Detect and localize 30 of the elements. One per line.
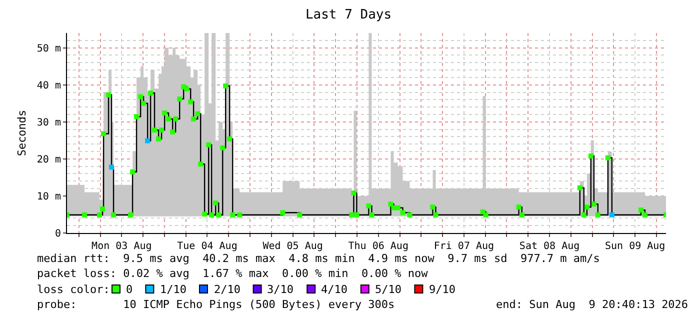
y-tick-label: 0 xyxy=(54,228,61,240)
y-tick-label: 10 m xyxy=(36,191,61,202)
legend-label: 9/10 xyxy=(429,283,456,296)
x-tick-label: Mon 03 Aug xyxy=(92,241,152,252)
text: packet loss: 0.02 % avg 1.67 % max 0.00 % min 0.00 % now xyxy=(37,267,428,280)
text: median rtt: 9.5 ms avg 40.2 ms max 4.8 ms min 4.9 ms now 9.7 ms sd 977.7 m am/s xyxy=(37,252,600,265)
legend-label: 5/10 xyxy=(375,283,402,296)
legend-label: 1/10 xyxy=(160,283,186,296)
chart-title: Last 7 Days xyxy=(305,8,392,23)
x-tick-label: Sat 08 Aug xyxy=(519,241,580,252)
text: probe: 10 ICMP Echo Pings (500 Bytes) every 300s xyxy=(37,298,395,311)
point xyxy=(609,212,614,218)
y-tick-label: 50 m xyxy=(36,43,61,54)
x-tick-label: Wed 05 Aug xyxy=(262,241,323,252)
legend-label: 4/10 xyxy=(321,283,348,296)
y-tick-label: 30 m xyxy=(36,117,61,128)
point xyxy=(109,164,114,170)
point xyxy=(145,138,150,144)
y-axis-title: Seconds xyxy=(16,110,29,156)
legend-label: 2/10 xyxy=(214,283,240,296)
legend-label: 0 xyxy=(126,283,133,296)
y-tick-label: 20 m xyxy=(36,154,61,166)
x-tick-label: Fri 07 Aug xyxy=(434,241,494,252)
x-tick-label: Thu 06 Aug xyxy=(348,241,408,252)
text: end: Sun Aug 9 20:40:13 2026 xyxy=(496,298,688,311)
y-tick-label: 40 m xyxy=(36,80,61,92)
legend-title: loss color: xyxy=(37,283,110,296)
x-tick-label: Tue 04 Aug xyxy=(177,241,238,252)
x-tick-label: Sun 09 Aug xyxy=(604,241,666,252)
legend-label: 3/10 xyxy=(267,283,294,296)
